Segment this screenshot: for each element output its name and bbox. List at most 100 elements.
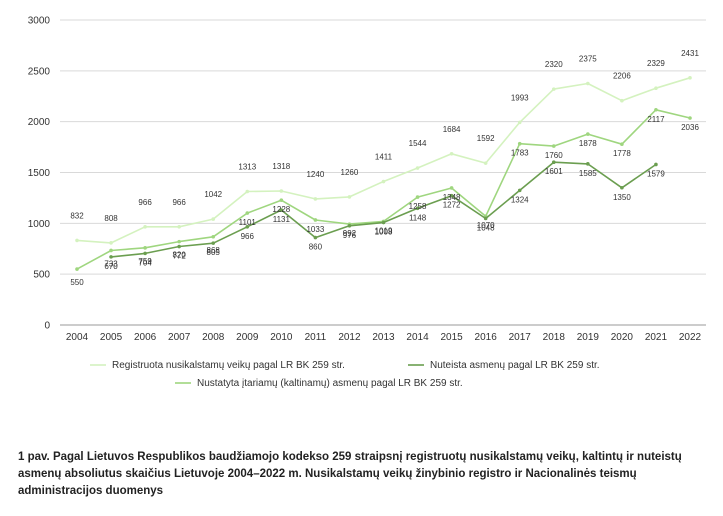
y-tick-label: 1000 xyxy=(28,219,51,230)
data-point xyxy=(313,235,318,240)
data-label: 1350 xyxy=(613,193,631,202)
x-tick-label: 2011 xyxy=(305,332,327,343)
data-point xyxy=(279,189,284,193)
data-label: 1585 xyxy=(579,169,597,178)
data-label: 2431 xyxy=(681,49,699,58)
data-label: 1783 xyxy=(511,149,529,158)
data-label: 1042 xyxy=(204,190,222,199)
data-label: 550 xyxy=(70,278,84,287)
data-label: 1579 xyxy=(647,169,665,178)
data-label: 860 xyxy=(309,243,323,252)
data-point xyxy=(688,116,692,120)
data-point xyxy=(517,120,522,125)
data-point xyxy=(415,166,420,170)
data-point xyxy=(245,189,250,194)
data-point xyxy=(620,98,624,103)
data-point xyxy=(586,132,590,136)
data-point xyxy=(143,246,147,250)
data-label: 805 xyxy=(207,248,221,257)
y-tick-label: 2000 xyxy=(28,117,51,128)
data-label: 1313 xyxy=(238,163,256,172)
data-point xyxy=(347,223,352,228)
data-label: 966 xyxy=(138,198,152,207)
data-point xyxy=(551,87,556,91)
data-label: 966 xyxy=(241,232,255,241)
data-label: 976 xyxy=(343,231,357,240)
data-label: 1544 xyxy=(409,139,427,148)
data-label: 1684 xyxy=(443,125,461,134)
x-tick-label: 2017 xyxy=(509,332,532,343)
x-tick-label: 2005 xyxy=(100,332,123,343)
data-point xyxy=(517,141,522,146)
y-tick-label: 3000 xyxy=(28,16,51,27)
data-point xyxy=(177,224,181,229)
data-label: 1993 xyxy=(511,93,529,102)
data-point xyxy=(109,248,113,253)
data-labels: 832 808 966 966 1042 1313 1318 1240 1260 1411 1544… xyxy=(70,49,699,287)
data-point xyxy=(245,224,250,229)
data-label: 1258 xyxy=(409,202,427,211)
data-point xyxy=(483,161,488,165)
data-label: 670 xyxy=(104,262,118,271)
legend-label: Nuteista asmenų pagal LR BK 259 str. xyxy=(430,360,600,371)
y-tick-label: 500 xyxy=(33,270,50,281)
data-label: 1760 xyxy=(545,151,563,160)
data-label: 759 xyxy=(138,257,152,266)
legend-label: Nustatyta įtariamų (kaltinamų) asmenų pa… xyxy=(197,378,463,389)
data-label: 2329 xyxy=(647,59,665,68)
data-point xyxy=(109,241,113,245)
data-label: 1260 xyxy=(341,168,359,177)
data-point xyxy=(381,179,386,184)
data-point xyxy=(415,206,420,211)
data-point xyxy=(75,238,79,243)
data-label: 772 xyxy=(172,252,186,261)
data-label: 1101 xyxy=(239,218,257,227)
data-label: 1048 xyxy=(477,223,495,232)
data-label: 820 xyxy=(172,251,186,260)
data-label: 1008 xyxy=(375,228,393,237)
x-tick-label: 2010 xyxy=(270,332,293,343)
x-tick-label: 2013 xyxy=(372,332,395,343)
y-tick-label: 1500 xyxy=(28,168,51,179)
data-point xyxy=(211,241,216,245)
x-tick-label: 2004 xyxy=(66,332,89,343)
data-label: 1592 xyxy=(477,134,495,143)
data-label: 1033 xyxy=(306,225,324,234)
data-point xyxy=(177,239,181,244)
data-point xyxy=(415,195,420,199)
data-label: 1228 xyxy=(272,205,290,214)
data-label: 1272 xyxy=(443,201,461,210)
x-axis: 2004 2005 2006 2007 2008 2009 2010 2011 2012 2013… xyxy=(66,332,702,343)
data-label: 2117 xyxy=(647,115,665,124)
data-label: 1324 xyxy=(511,195,529,204)
y-axis: 0 500 1000 1500 2000 2500 3000 xyxy=(28,16,51,332)
y-tick-label: 2500 xyxy=(28,66,51,77)
data-label: 1778 xyxy=(613,149,631,158)
legend: Registruota nusikalstamų veikų pagal LR … xyxy=(90,360,600,389)
data-label: 704 xyxy=(138,258,152,267)
data-label: 808 xyxy=(104,214,118,223)
data-point xyxy=(313,218,318,222)
data-label: 1148 xyxy=(409,213,427,222)
x-tick-label: 2021 xyxy=(645,332,668,343)
x-tick-label: 2016 xyxy=(475,332,498,343)
data-point xyxy=(211,234,216,239)
x-tick-label: 2008 xyxy=(202,332,225,343)
data-label: 1240 xyxy=(306,170,324,179)
data-point xyxy=(654,86,658,91)
data-point xyxy=(313,197,318,201)
data-point xyxy=(654,107,658,112)
data-label: 1070 xyxy=(477,221,495,230)
data-point xyxy=(551,160,556,165)
data-point xyxy=(586,81,590,86)
data-label: 1318 xyxy=(272,162,290,171)
data-point xyxy=(620,185,624,190)
data-label: 1348 xyxy=(443,193,461,202)
data-label: 1411 xyxy=(375,153,393,162)
series-lines xyxy=(75,76,692,271)
data-label: 966 xyxy=(172,198,186,207)
data-point xyxy=(279,198,284,202)
data-label: 992 xyxy=(343,229,357,238)
data-point xyxy=(654,162,658,167)
x-tick-label: 2015 xyxy=(440,332,463,343)
